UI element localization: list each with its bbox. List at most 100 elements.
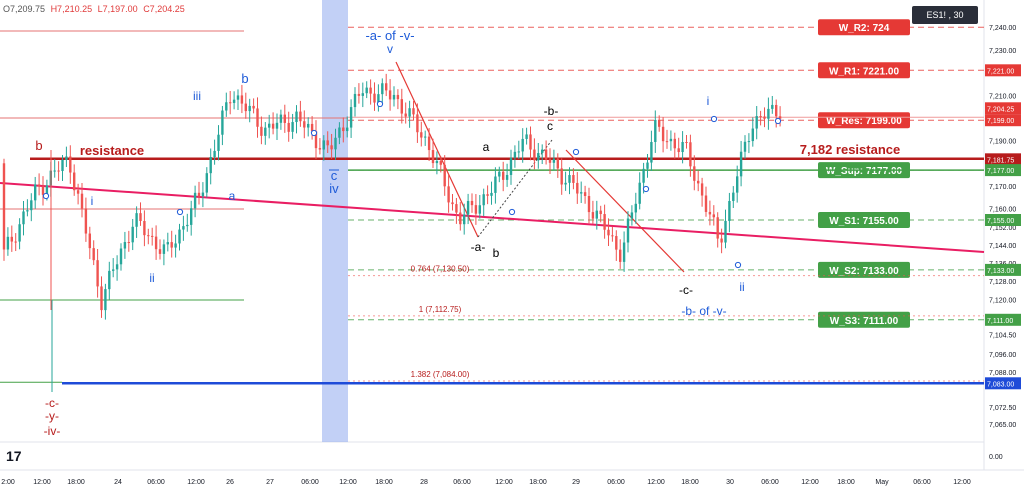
- candle-body: [154, 236, 158, 250]
- candle-body: [158, 249, 162, 254]
- level-badge: [818, 311, 910, 328]
- candle-body: [400, 99, 403, 114]
- candle-body: [299, 111, 302, 122]
- candle-body: [45, 185, 49, 195]
- level-badge: [818, 62, 910, 79]
- candle-body: [459, 212, 462, 225]
- x-tick-label: 24: [114, 479, 122, 486]
- price-badge-label: 7,181.75: [987, 157, 1014, 164]
- candle-body: [669, 138, 673, 142]
- y-tick-label: 7,210.00: [989, 93, 1016, 100]
- candle-body: [178, 229, 181, 244]
- candle-body: [720, 238, 723, 243]
- candle-body: [295, 111, 298, 123]
- wave-label: i: [91, 194, 94, 208]
- candle-body: [743, 141, 747, 152]
- candle-body: [583, 192, 587, 197]
- fib-label: 1.382 (7,084.00): [411, 370, 470, 379]
- candle-body: [587, 196, 591, 213]
- candle-body: [517, 151, 520, 153]
- candle-body: [34, 184, 37, 201]
- candle-body: [190, 208, 193, 225]
- candle-body: [677, 148, 680, 153]
- candle-body: [112, 269, 115, 271]
- candle-body: [646, 162, 649, 169]
- candle-body: [369, 87, 372, 94]
- x-tick-label: 26: [226, 479, 234, 486]
- candle-body: [84, 208, 88, 234]
- candle-body: [482, 194, 485, 206]
- candle-body: [256, 108, 259, 127]
- candle-body: [767, 108, 770, 119]
- candle-body: [287, 122, 290, 132]
- candle-body: [53, 170, 56, 172]
- candle-body: [69, 156, 72, 173]
- candle-body: [455, 204, 458, 213]
- candle-body: [151, 235, 154, 237]
- y-tick-label: 7,190.00: [989, 139, 1016, 146]
- candle-body: [665, 141, 669, 143]
- candle-body: [626, 218, 630, 243]
- candle-body: [260, 126, 263, 136]
- candle-body: [486, 194, 489, 196]
- x-tick-label: 06:00: [301, 479, 319, 486]
- y-tick-label: 7,072.50: [989, 405, 1016, 412]
- wave-leg-line: [565, 149, 685, 273]
- candle-body: [435, 160, 439, 164]
- candle-body: [673, 138, 676, 149]
- candle-body: [494, 176, 497, 193]
- candle-body: [279, 114, 283, 123]
- candle-body: [193, 192, 197, 209]
- candle-body: [556, 158, 559, 169]
- candle-body: [127, 242, 130, 244]
- candle-body: [240, 95, 244, 104]
- x-tick-label: 12:00: [187, 479, 205, 486]
- price-badge-label: 7,111.00: [987, 318, 1013, 325]
- candle-body: [307, 123, 310, 128]
- y-tick-label: 7,096.00: [989, 352, 1016, 359]
- candle-body: [229, 102, 232, 104]
- candle-body: [186, 224, 189, 227]
- price-badge-label: 7,155.00: [987, 218, 1014, 225]
- x-tick-label: 12:00: [33, 479, 51, 486]
- candle-body: [119, 248, 123, 265]
- candle-body: [18, 224, 21, 242]
- candle-body: [704, 195, 708, 212]
- y-tick-label: 7,088.00: [989, 370, 1016, 377]
- symbol-interval-badge[interactable]: ES1! , 30: [912, 6, 978, 24]
- y-tick-label: 7,144.00: [989, 243, 1016, 250]
- candle-body: [108, 270, 111, 290]
- x-tick-label: 18:00: [529, 479, 547, 486]
- candle-body: [61, 159, 64, 172]
- candle-body: [778, 116, 782, 119]
- candle-body: [408, 108, 411, 117]
- candle-body: [349, 107, 353, 128]
- candle-body: [451, 202, 454, 205]
- candle-body: [291, 122, 294, 132]
- candle-body: [470, 200, 474, 206]
- wave-label: i: [707, 94, 710, 108]
- price-badge: [985, 102, 1021, 115]
- candle-body: [271, 123, 275, 129]
- candle-body: [439, 160, 442, 165]
- candle-body: [357, 93, 361, 96]
- candle-body: [490, 192, 493, 196]
- candle-body: [642, 168, 645, 183]
- x-tick-label: 30: [726, 479, 734, 486]
- candle-body: [353, 93, 357, 108]
- candle-body: [73, 172, 76, 191]
- candle-body: [747, 141, 751, 143]
- candle-body: [607, 229, 610, 236]
- candle-body: [205, 173, 208, 193]
- level-badge-label: W_Res: 7199.00: [826, 116, 902, 127]
- candle-body: [322, 140, 325, 150]
- candle-body: [412, 108, 415, 115]
- candle-body: [330, 145, 333, 150]
- level-badge-label: W_S1: 7155.00: [829, 216, 899, 227]
- candle-body: [529, 134, 532, 150]
- wave-label: -c-: [679, 283, 693, 297]
- wave-label: b: [493, 246, 500, 260]
- candle-body: [712, 214, 715, 218]
- low-value: L7,197.00: [97, 4, 138, 14]
